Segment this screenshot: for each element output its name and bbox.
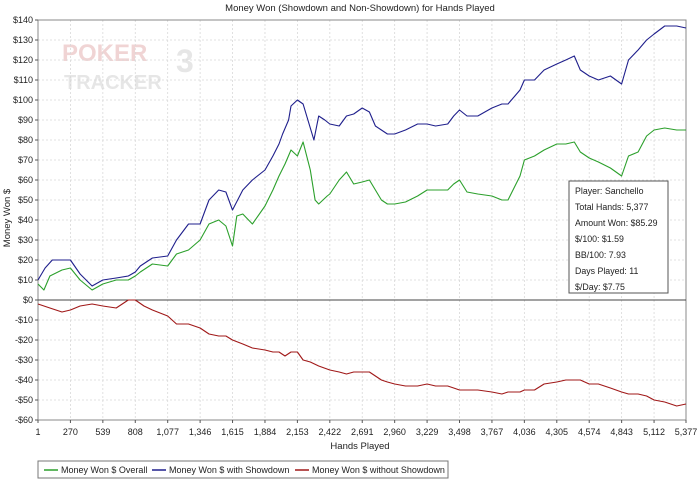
pokertracker-logo: POKER 3 TRACKER <box>62 40 194 94</box>
series-line-without-showdown <box>37 299 687 407</box>
series-line-with-showdown <box>37 25 687 287</box>
y-tick-label: $100 <box>13 95 33 105</box>
player-stats-frame <box>568 180 669 294</box>
x-tick-label: 3,498 <box>448 427 471 437</box>
x-tick-label: 1 <box>35 427 40 437</box>
y-tick-label: $70 <box>18 155 33 165</box>
stat-player: Player: Sanchello <box>575 186 644 196</box>
y-axis-label: Money Won $ <box>2 188 13 247</box>
x-tick-label: 4,305 <box>546 427 569 437</box>
y-tick-label: $40 <box>18 215 33 225</box>
y-tick-label: -$50 <box>15 395 33 405</box>
y-tick-label: $10 <box>18 275 33 285</box>
logo-digit: 3 <box>176 43 194 79</box>
stat-amount-won: Amount Won: $85.29 <box>575 218 658 228</box>
y-axis-ticks: -$60 -$50 -$40 -$30 -$20 -$10 $0 $10 $20 $30 $40 $5… <box>13 15 38 425</box>
y-tick-label: $60 <box>18 175 33 185</box>
x-tick-label: 808 <box>128 427 143 437</box>
x-tick-label: 5,112 <box>643 427 665 437</box>
y-tick-label: $20 <box>18 255 33 265</box>
y-tick-label: $110 <box>14 75 33 85</box>
y-tick-label: $0 <box>23 295 33 305</box>
legend-label-without-showdown: Money Won $ without Showdown <box>312 465 445 475</box>
x-tick-label: 2,691 <box>351 427 374 437</box>
legend-frame <box>37 460 449 479</box>
chart-title: Money Won (Showdown and Non-Showdown) fo… <box>225 3 495 14</box>
y-tick-label: -$60 <box>15 415 33 425</box>
x-axis-ticks: 1 270 539 808 1,077 1,346 1,615 1,884 2,153 2,422… <box>35 420 697 437</box>
stat-bb-per-100: BB/100: 7.93 <box>575 250 626 260</box>
x-tick-label: 1,884 <box>254 427 277 437</box>
x-tick-label: 3,767 <box>481 427 504 437</box>
player-stats-box: Player: Sanchello Total Hands: 5,377 Amo… <box>568 180 669 294</box>
x-tick-label: 270 <box>63 427 78 437</box>
stat-total-hands: Total Hands: 5,377 <box>575 202 648 212</box>
chart-series-lines <box>37 25 687 407</box>
y-tick-label: -$10 <box>15 315 33 325</box>
y-tick-label: $90 <box>18 115 33 125</box>
x-axis-label: Hands Played <box>330 441 389 452</box>
y-tick-label: $140 <box>13 15 33 25</box>
x-tick-label: 1,077 <box>156 427 179 437</box>
x-tick-label: 4,036 <box>513 427 536 437</box>
x-tick-label: 5,377 <box>675 427 698 437</box>
x-tick-label: 2,960 <box>383 427 406 437</box>
x-tick-label: 2,422 <box>319 427 342 437</box>
y-tick-label: $120 <box>13 55 33 65</box>
x-tick-label: 4,843 <box>610 427 633 437</box>
chart-grid <box>37 19 687 421</box>
y-tick-label: -$40 <box>15 375 33 385</box>
x-tick-label: 1,346 <box>189 427 212 437</box>
y-tick-label: -$30 <box>15 355 33 365</box>
y-tick-label: $130 <box>13 35 33 45</box>
series-line-overall <box>37 127 686 291</box>
y-tick-label: $30 <box>18 235 33 245</box>
stat-days-played: Days Played: 11 <box>575 266 639 276</box>
logo-line1: POKER <box>62 40 147 67</box>
stat-dollars-per-day: $/Day: $7.75 <box>575 282 625 292</box>
logo-line2: TRACKER <box>64 72 162 94</box>
legend-label-overall: Money Won $ Overall <box>61 465 147 475</box>
y-tick-label: -$20 <box>15 335 33 345</box>
y-tick-label: $50 <box>18 195 33 205</box>
x-tick-label: 4,574 <box>578 427 601 437</box>
x-tick-label: 539 <box>95 427 110 437</box>
chart-legend: Money Won $ Overall Money Won $ with Sho… <box>37 460 449 479</box>
y-tick-label: $80 <box>18 135 33 145</box>
stat-dollars-per-100: $/100: $1.59 <box>575 234 624 244</box>
x-tick-label: 3,229 <box>416 427 439 437</box>
x-tick-label: 1,615 <box>221 427 244 437</box>
x-tick-label: 2,153 <box>286 427 309 437</box>
legend-label-with-showdown: Money Won $ with Showdown <box>169 465 289 475</box>
